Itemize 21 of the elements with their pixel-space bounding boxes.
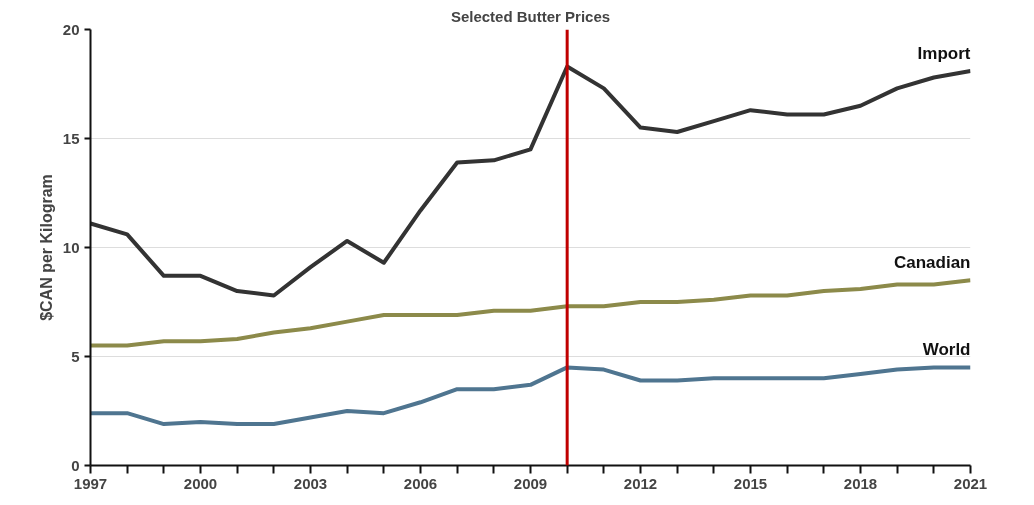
- x-tick-label: 2000: [183, 474, 218, 492]
- line-series: [90, 365, 971, 427]
- x-tick-label: 2018: [843, 474, 878, 492]
- y-tick-label: 0: [71, 456, 80, 474]
- y-axis-title: $CAN per Kilogram: [37, 174, 55, 321]
- series-label: Import: [917, 43, 971, 63]
- x-tick-label: 1997: [73, 474, 108, 492]
- x-tick-label: 2009: [513, 474, 548, 492]
- x-tick-label: 2015: [733, 474, 768, 492]
- series-label: World: [922, 340, 971, 360]
- y-tick-label: 5: [71, 347, 80, 365]
- x-tick-label: 2006: [403, 474, 438, 492]
- y-tick-label: 15: [62, 129, 80, 147]
- y-tick-label: 20: [62, 20, 80, 38]
- series-label: Canadian: [893, 253, 971, 273]
- x-tick-label: 2003: [293, 474, 328, 492]
- x-tick-label: 2021: [953, 474, 988, 492]
- line-series: [90, 64, 971, 298]
- x-tick-label: 2012: [623, 474, 658, 492]
- y-tick-label: 10: [62, 238, 80, 256]
- chart-title: Selected Butter Prices: [450, 7, 611, 25]
